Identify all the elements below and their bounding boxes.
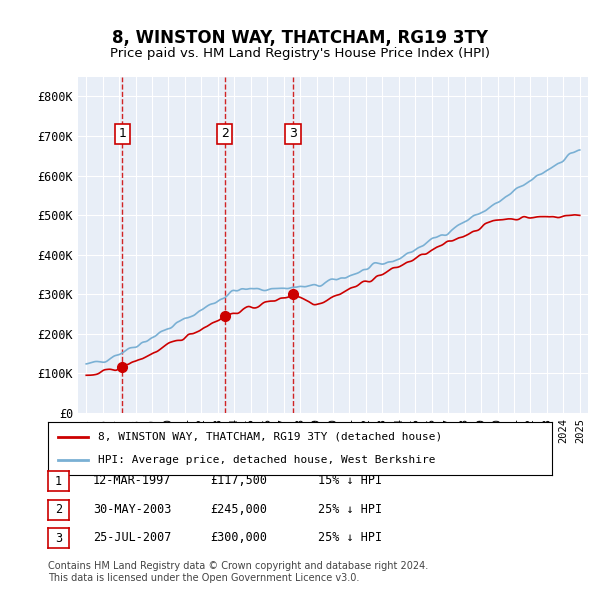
Text: £117,500: £117,500 [210, 474, 267, 487]
Text: 12-MAR-1997: 12-MAR-1997 [93, 474, 172, 487]
Text: 8, WINSTON WAY, THATCHAM, RG19 3TY: 8, WINSTON WAY, THATCHAM, RG19 3TY [112, 30, 488, 47]
Text: 1: 1 [55, 475, 62, 488]
Text: 3: 3 [55, 532, 62, 545]
Text: Price paid vs. HM Land Registry's House Price Index (HPI): Price paid vs. HM Land Registry's House … [110, 47, 490, 60]
Text: 25% ↓ HPI: 25% ↓ HPI [318, 503, 382, 516]
Text: 8, WINSTON WAY, THATCHAM, RG19 3TY (detached house): 8, WINSTON WAY, THATCHAM, RG19 3TY (deta… [98, 432, 443, 442]
Text: 2: 2 [55, 503, 62, 516]
Text: £245,000: £245,000 [210, 503, 267, 516]
Text: £300,000: £300,000 [210, 531, 267, 544]
Text: 25-JUL-2007: 25-JUL-2007 [93, 531, 172, 544]
Text: 25% ↓ HPI: 25% ↓ HPI [318, 531, 382, 544]
Text: 1: 1 [118, 127, 126, 140]
Text: 30-MAY-2003: 30-MAY-2003 [93, 503, 172, 516]
Text: 2: 2 [221, 127, 229, 140]
Text: 15% ↓ HPI: 15% ↓ HPI [318, 474, 382, 487]
Text: Contains HM Land Registry data © Crown copyright and database right 2024.
This d: Contains HM Land Registry data © Crown c… [48, 561, 428, 583]
Text: HPI: Average price, detached house, West Berkshire: HPI: Average price, detached house, West… [98, 455, 436, 465]
Text: 3: 3 [289, 127, 297, 140]
